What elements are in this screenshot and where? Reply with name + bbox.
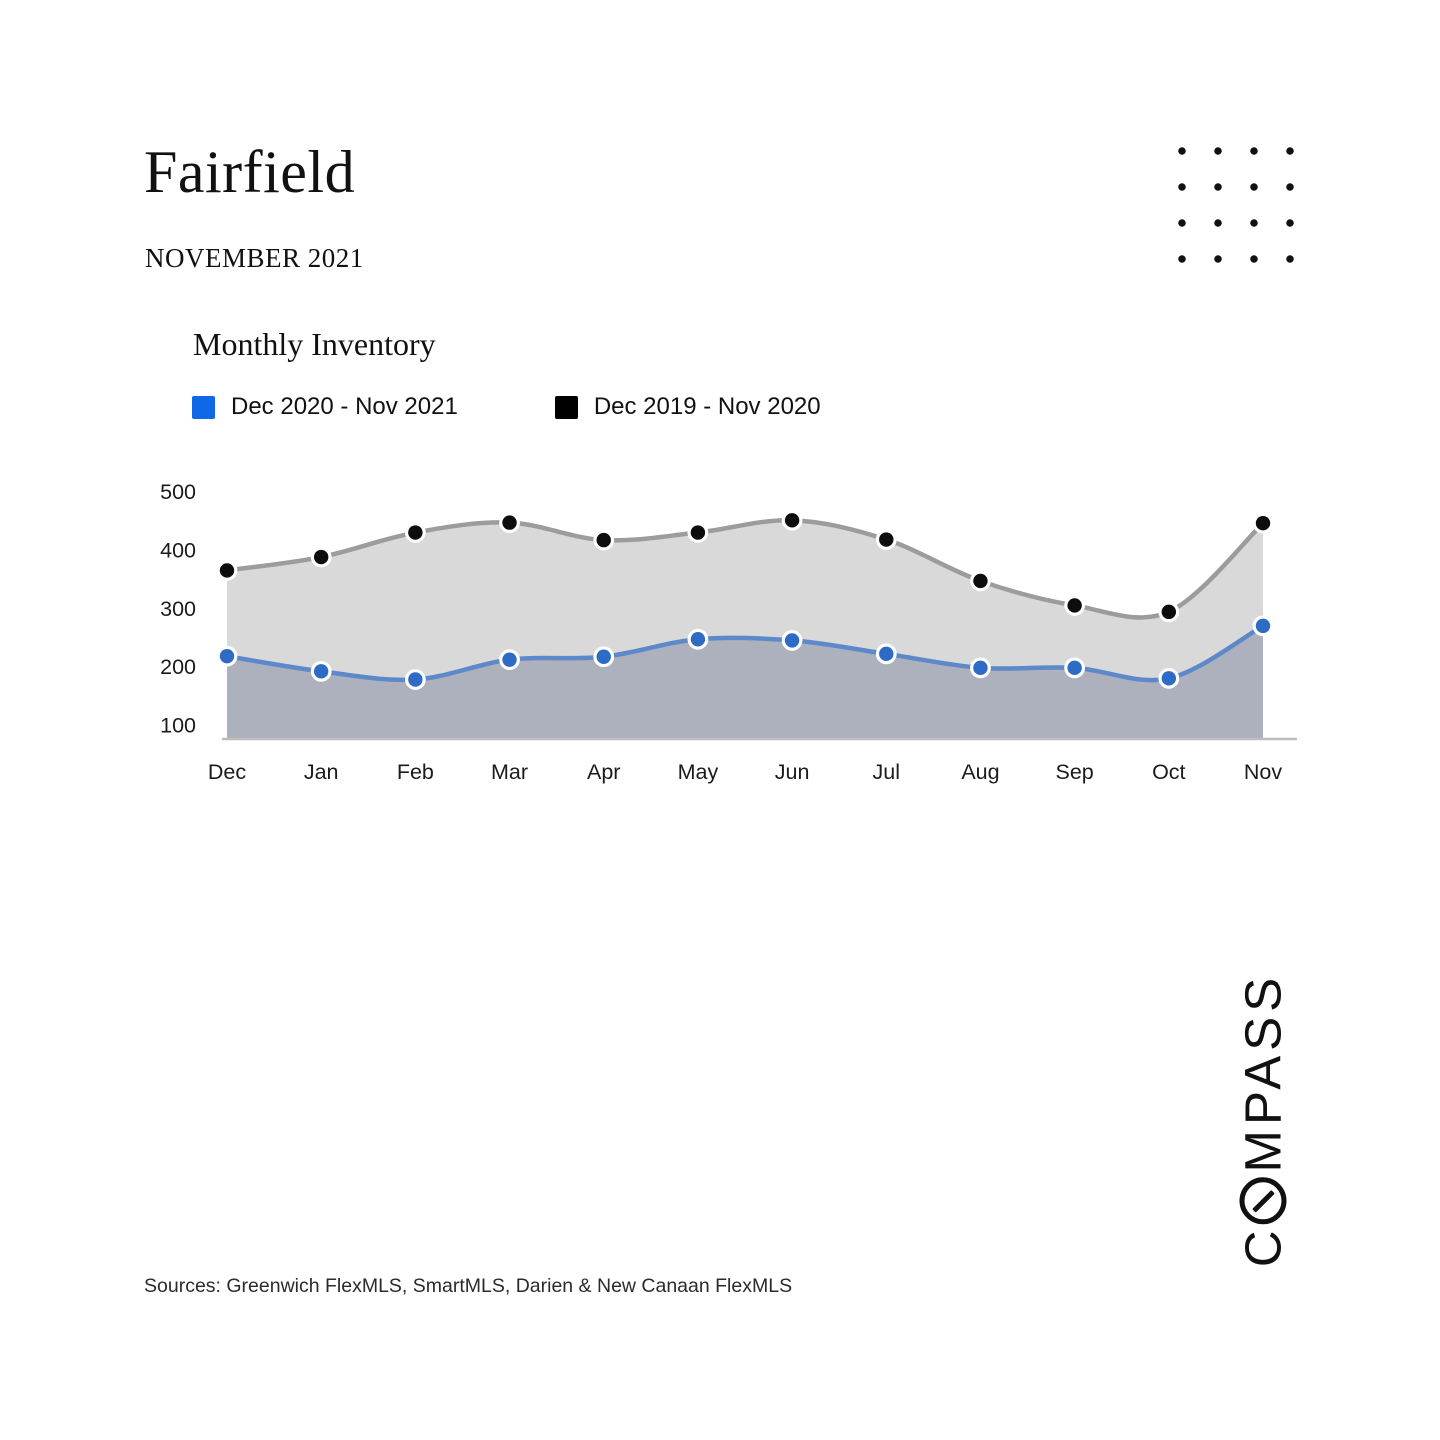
compass-logo-text: C [1234, 1225, 1292, 1268]
svg-text:Oct: Oct [1152, 760, 1185, 784]
svg-text:Jul: Jul [873, 760, 900, 784]
svg-text:400: 400 [160, 539, 196, 563]
compass-logo: C MPASS [1234, 973, 1293, 1268]
svg-text:Nov: Nov [1244, 760, 1282, 784]
page-title: Fairfield [144, 139, 356, 205]
legend-swatch-black-icon [554, 395, 578, 419]
compass-logo-text: MPASS [1234, 972, 1292, 1173]
svg-text:200: 200 [160, 655, 196, 679]
svg-text:Aug: Aug [961, 760, 999, 784]
svg-text:Jan: Jan [304, 760, 339, 784]
svg-text:Mar: Mar [491, 760, 528, 784]
svg-text:May: May [678, 760, 719, 784]
svg-text:Dec: Dec [208, 760, 246, 784]
sources-note: Sources: Greenwich FlexMLS, SmartMLS, Da… [144, 1275, 793, 1297]
legend-swatch-blue-icon [192, 395, 215, 419]
svg-text:Apr: Apr [587, 760, 620, 784]
legend-item-prior-year: Dec 2019 - Nov 2020 [554, 393, 821, 421]
svg-text:100: 100 [160, 714, 196, 738]
svg-text:Sep: Sep [1056, 760, 1094, 784]
legend-item-current-year: Dec 2020 - Nov 2021 [192, 393, 458, 421]
chart-title: Monthly Inventory [193, 326, 436, 362]
svg-text:Feb: Feb [397, 760, 434, 784]
chart-legend: Dec 2020 - Nov 2021 Dec 2019 - Nov 2020 [192, 393, 821, 421]
compass-o-needle-icon [1239, 1177, 1287, 1225]
svg-text:500: 500 [160, 480, 196, 504]
legend-label: Dec 2019 - Nov 2020 [593, 393, 821, 420]
svg-text:300: 300 [160, 597, 196, 621]
dot-grid-decoration [1164, 133, 1308, 277]
legend-label: Dec 2020 - Nov 2021 [231, 393, 458, 420]
page-subtitle: NOVEMBER 2021 [145, 243, 364, 273]
svg-text:Jun: Jun [775, 760, 810, 784]
